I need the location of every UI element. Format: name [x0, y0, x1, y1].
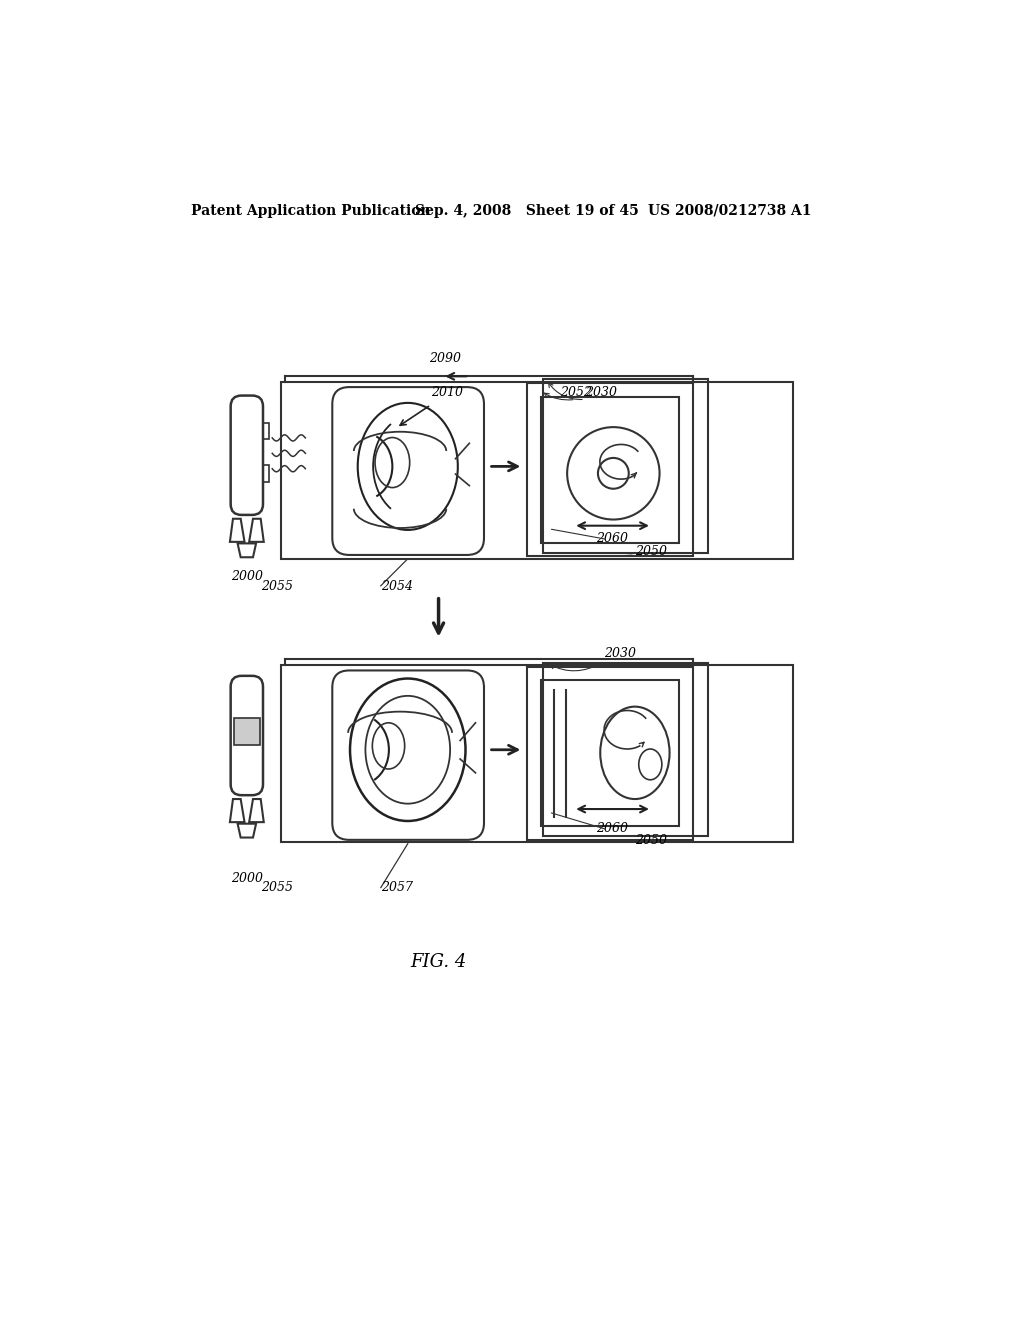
Text: 2055: 2055 [261, 882, 294, 895]
Text: 2000: 2000 [230, 873, 263, 886]
Bar [281, 665, 793, 842]
Text: 2057: 2057 [381, 882, 413, 895]
Text: 2052: 2052 [560, 385, 592, 399]
Text: US 2008/0212738 A1: US 2008/0212738 A1 [648, 203, 811, 218]
Text: 2050: 2050 [635, 545, 667, 558]
Bar [543, 663, 708, 836]
Bar [543, 379, 708, 553]
Text: 2060: 2060 [596, 822, 629, 836]
Text: 2054: 2054 [381, 579, 413, 593]
Bar [263, 465, 269, 482]
Text: 2055: 2055 [261, 579, 294, 593]
Text: FIG. 4: FIG. 4 [411, 953, 467, 972]
Text: Sep. 4, 2008   Sheet 19 of 45: Sep. 4, 2008 Sheet 19 of 45 [416, 203, 639, 218]
Bar [527, 667, 692, 840]
Bar [281, 381, 793, 558]
Text: Patent Application Publication: Patent Application Publication [190, 203, 430, 218]
Bar [527, 383, 692, 557]
Bar [541, 681, 679, 826]
Text: 2050: 2050 [635, 834, 667, 846]
Text: 2030: 2030 [604, 647, 636, 660]
Bar [263, 422, 269, 440]
Bar [233, 718, 260, 744]
Text: 2000: 2000 [230, 570, 263, 583]
Text: 2010: 2010 [431, 385, 463, 399]
Text: 2090: 2090 [429, 352, 461, 366]
Text: 2060: 2060 [596, 532, 629, 545]
Text: 2030: 2030 [585, 385, 616, 399]
Bar [541, 397, 679, 543]
